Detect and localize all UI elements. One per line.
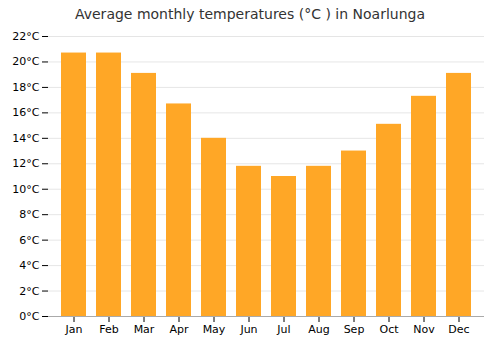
- svg-text:6°C: 6°C: [19, 234, 39, 247]
- svg-text:Sep: Sep: [344, 323, 365, 336]
- svg-text:Oct: Oct: [379, 323, 399, 336]
- svg-text:12°C: 12°C: [12, 157, 39, 170]
- html-text:Average monthly temperatures (: Average monthly temperatures (°C ) in No…: [75, 6, 425, 22]
- svg-text:10°C: 10°C: [12, 183, 39, 196]
- svg-text:18°C: 18°C: [12, 81, 39, 94]
- svg-text:Mar: Mar: [134, 323, 155, 336]
- svg-text:22°C: 22°C: [12, 30, 39, 43]
- svg-text:4°C: 4°C: [19, 259, 39, 272]
- svg-text:20°C: 20°C: [12, 55, 39, 68]
- svg-text:Jun: Jun: [239, 323, 257, 336]
- svg-text:8°C: 8°C: [19, 208, 39, 221]
- svg-text:Aug: Aug: [308, 323, 329, 336]
- svg-text:16°C: 16°C: [12, 106, 39, 119]
- svg-text:0°C: 0°C: [19, 310, 39, 323]
- svg-text:14°C: 14°C: [12, 132, 39, 145]
- svg-text:May: May: [203, 323, 226, 336]
- svg-text:Jul: Jul: [276, 323, 290, 336]
- svg-text:Feb: Feb: [99, 323, 118, 336]
- svg-text:Apr: Apr: [169, 323, 189, 336]
- svg-text:2°C: 2°C: [19, 285, 39, 298]
- svg-text:Jan: Jan: [65, 323, 83, 336]
- svg-text:Nov: Nov: [413, 323, 435, 336]
- svg-text:Dec: Dec: [448, 323, 469, 336]
